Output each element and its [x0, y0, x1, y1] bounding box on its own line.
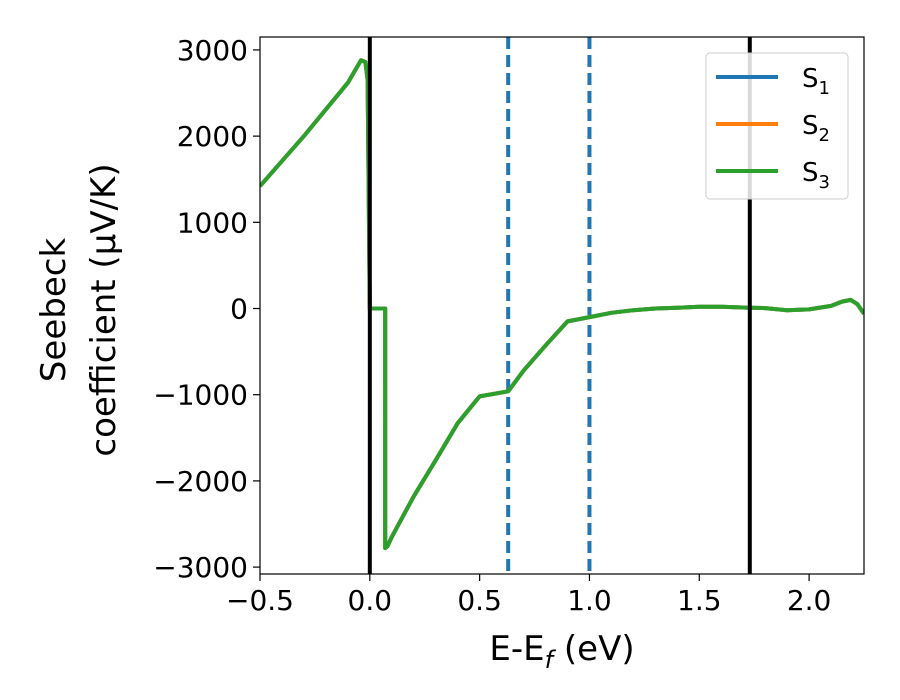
y-tick-label: −1000 — [153, 379, 248, 412]
legend-label: S3 — [802, 158, 830, 193]
y-tick-label: −2000 — [153, 465, 248, 498]
x-axis-title-main: E-E — [489, 629, 544, 669]
axes-border — [259, 36, 865, 575]
ticks: −0.5 0.0 0.5 1.0 1.5 2.0 −3000 −2000 −1000 0 1000 2… — [153, 34, 831, 617]
x-tick-label: 0.5 — [457, 584, 502, 617]
y-tick-label: 0 — [230, 293, 248, 326]
y-axis-title-line2: coefficient (μV/K) — [84, 163, 124, 456]
x-tick-label: 1.5 — [677, 584, 722, 617]
legend-label: S2 — [802, 111, 830, 146]
x-tick-label: 0.0 — [348, 584, 393, 617]
y-axis-title-line1: Seebeck — [34, 238, 74, 383]
legend: S1 S2 S3 — [705, 52, 849, 200]
y-tick-label: 3000 — [177, 34, 248, 67]
x-tick-label: 2.0 — [787, 584, 832, 617]
x-tick-label: −0.5 — [226, 584, 294, 617]
y-tick-label: −3000 — [153, 551, 248, 584]
x-axis-title: E-Ef (eV) — [489, 629, 634, 674]
y-tick-label: 2000 — [177, 120, 248, 153]
legend-label: S1 — [802, 64, 830, 99]
x-tick-label: 1.0 — [567, 584, 612, 617]
axes-frame — [259, 36, 865, 575]
x-axis-title-unit: (eV) — [553, 629, 635, 669]
y-tick-label: 1000 — [177, 206, 248, 239]
y-axis-title: Seebeck coefficient (μV/K) — [34, 163, 124, 456]
